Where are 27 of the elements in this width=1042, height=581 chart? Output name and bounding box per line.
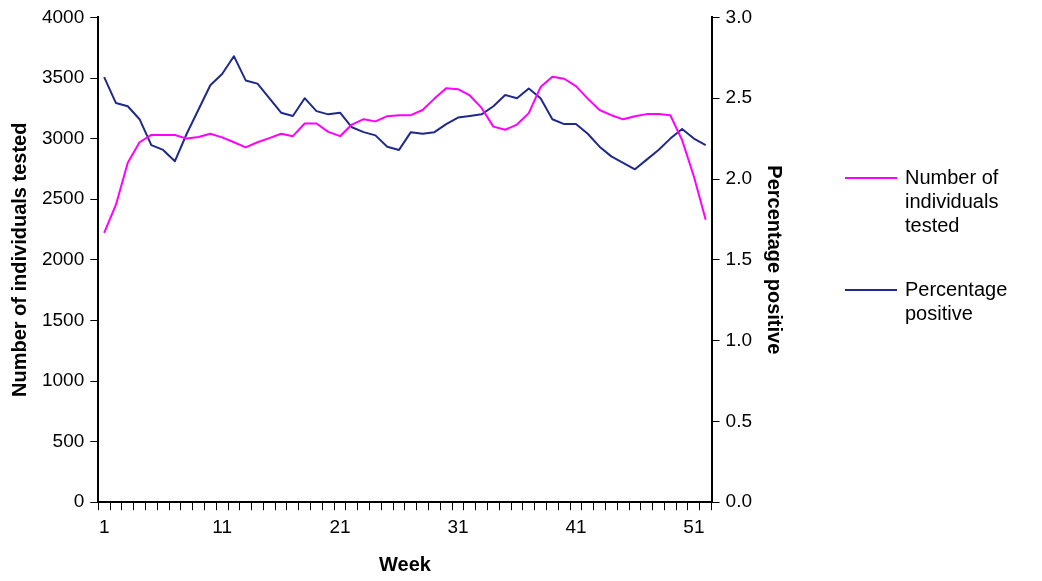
y-tick-label: 4000 <box>41 5 85 27</box>
x-tick-label: 41 <box>565 515 587 537</box>
y-tick-label: 3500 <box>41 66 85 88</box>
y2-tick-label: 1.0 <box>725 328 753 350</box>
x-axis-title: Week <box>378 552 432 575</box>
y-tick-label: 2500 <box>41 187 85 209</box>
y2-tick-label: 0.5 <box>725 409 753 431</box>
y-tick-label: 0 <box>73 490 85 512</box>
x-tick-label: 21 <box>329 515 351 537</box>
y2-tick-label: 1.5 <box>725 248 753 270</box>
x-tick-label: 11 <box>212 515 232 537</box>
y2-axis-title: Percentage positive <box>764 165 787 355</box>
legend-label: Number of individuals tested <box>905 165 1000 237</box>
y2-tick-label: 2.0 <box>725 167 753 189</box>
y2-tick-label: 2.5 <box>725 86 753 108</box>
legend-label: Percentage positive <box>905 277 1009 325</box>
y-tick-label: 1000 <box>41 369 85 391</box>
y-tick-label: 1500 <box>41 308 85 330</box>
x-tick-label: 1 <box>98 515 110 537</box>
y2-tick-label: 0.0 <box>725 490 753 512</box>
y-tick-label: 3000 <box>41 126 85 148</box>
x-tick-label: 31 <box>447 515 469 537</box>
y2-tick-label: 3.0 <box>725 5 753 27</box>
y-tick-label: 500 <box>52 429 85 451</box>
y-tick-label: 2000 <box>41 248 85 270</box>
y-axis-title: Number of individuals tested <box>7 122 30 398</box>
x-tick-label: 51 <box>683 515 705 537</box>
